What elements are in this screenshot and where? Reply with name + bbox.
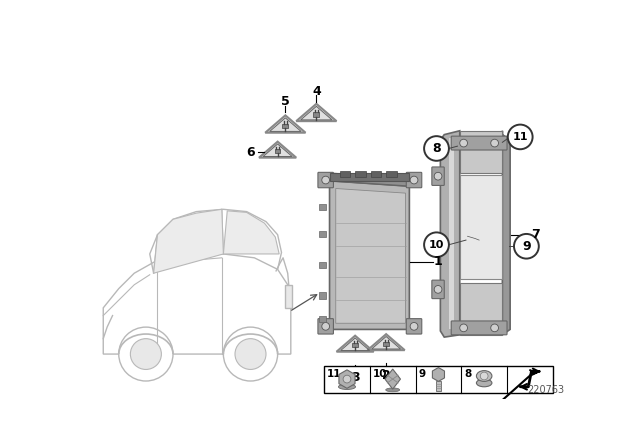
FancyBboxPatch shape xyxy=(319,231,326,237)
FancyBboxPatch shape xyxy=(406,172,422,188)
FancyBboxPatch shape xyxy=(383,342,389,346)
Circle shape xyxy=(508,125,532,149)
Circle shape xyxy=(322,176,330,184)
Polygon shape xyxy=(502,131,510,335)
FancyBboxPatch shape xyxy=(330,173,410,181)
Polygon shape xyxy=(336,189,406,323)
Circle shape xyxy=(491,139,499,147)
Text: 9: 9 xyxy=(522,240,531,253)
FancyBboxPatch shape xyxy=(352,343,358,348)
Text: 3: 3 xyxy=(351,370,360,383)
Text: 11: 11 xyxy=(513,132,528,142)
FancyBboxPatch shape xyxy=(436,381,441,391)
Circle shape xyxy=(460,324,467,332)
Circle shape xyxy=(514,234,539,258)
Circle shape xyxy=(424,233,449,257)
Text: 5: 5 xyxy=(281,95,290,108)
FancyBboxPatch shape xyxy=(319,315,326,322)
Polygon shape xyxy=(103,254,291,354)
Text: 11: 11 xyxy=(327,369,342,379)
Polygon shape xyxy=(433,367,444,381)
Circle shape xyxy=(131,339,161,370)
FancyBboxPatch shape xyxy=(282,124,289,128)
FancyBboxPatch shape xyxy=(355,171,366,177)
FancyBboxPatch shape xyxy=(324,366,553,392)
Text: 10: 10 xyxy=(373,369,387,379)
Text: 6: 6 xyxy=(246,146,255,159)
FancyBboxPatch shape xyxy=(340,171,351,177)
Circle shape xyxy=(235,339,266,370)
Circle shape xyxy=(491,324,499,332)
Polygon shape xyxy=(339,370,355,388)
Circle shape xyxy=(322,323,330,330)
Text: 10: 10 xyxy=(429,240,444,250)
Polygon shape xyxy=(440,131,460,337)
FancyBboxPatch shape xyxy=(285,285,292,308)
Polygon shape xyxy=(460,131,502,173)
FancyBboxPatch shape xyxy=(319,204,326,210)
FancyBboxPatch shape xyxy=(432,167,444,185)
Polygon shape xyxy=(296,104,337,121)
Circle shape xyxy=(434,285,442,293)
FancyBboxPatch shape xyxy=(432,280,444,299)
Polygon shape xyxy=(223,211,279,254)
Polygon shape xyxy=(385,369,401,389)
Circle shape xyxy=(410,176,418,184)
Text: 4: 4 xyxy=(312,85,321,98)
Polygon shape xyxy=(154,209,223,273)
Text: 9: 9 xyxy=(419,369,426,379)
FancyBboxPatch shape xyxy=(318,319,333,334)
FancyBboxPatch shape xyxy=(460,176,502,280)
FancyBboxPatch shape xyxy=(318,172,333,188)
Circle shape xyxy=(343,375,351,383)
FancyBboxPatch shape xyxy=(275,149,280,153)
Ellipse shape xyxy=(476,379,492,387)
Circle shape xyxy=(460,139,467,147)
Polygon shape xyxy=(322,173,330,186)
Circle shape xyxy=(119,327,173,381)
FancyBboxPatch shape xyxy=(451,321,507,335)
Text: 2: 2 xyxy=(381,369,390,382)
Text: 7: 7 xyxy=(531,228,540,241)
Polygon shape xyxy=(265,115,305,133)
Polygon shape xyxy=(460,283,502,335)
FancyBboxPatch shape xyxy=(406,319,422,334)
Circle shape xyxy=(434,172,442,180)
Circle shape xyxy=(410,323,418,330)
Polygon shape xyxy=(259,142,296,158)
Text: 8: 8 xyxy=(465,369,472,379)
FancyBboxPatch shape xyxy=(319,293,326,299)
FancyBboxPatch shape xyxy=(451,136,507,150)
FancyBboxPatch shape xyxy=(319,262,326,268)
FancyBboxPatch shape xyxy=(313,112,319,116)
Ellipse shape xyxy=(476,370,492,381)
Polygon shape xyxy=(337,336,374,352)
Polygon shape xyxy=(330,181,410,329)
Text: 1: 1 xyxy=(434,255,442,268)
Polygon shape xyxy=(330,173,410,186)
Polygon shape xyxy=(367,334,404,350)
Text: 220763: 220763 xyxy=(527,385,564,395)
FancyBboxPatch shape xyxy=(386,171,397,177)
FancyBboxPatch shape xyxy=(371,171,381,177)
Circle shape xyxy=(223,327,278,381)
FancyBboxPatch shape xyxy=(449,138,454,329)
Text: 8: 8 xyxy=(432,142,441,155)
Ellipse shape xyxy=(386,388,400,392)
Circle shape xyxy=(480,372,488,380)
Circle shape xyxy=(424,136,449,161)
Ellipse shape xyxy=(339,384,355,389)
